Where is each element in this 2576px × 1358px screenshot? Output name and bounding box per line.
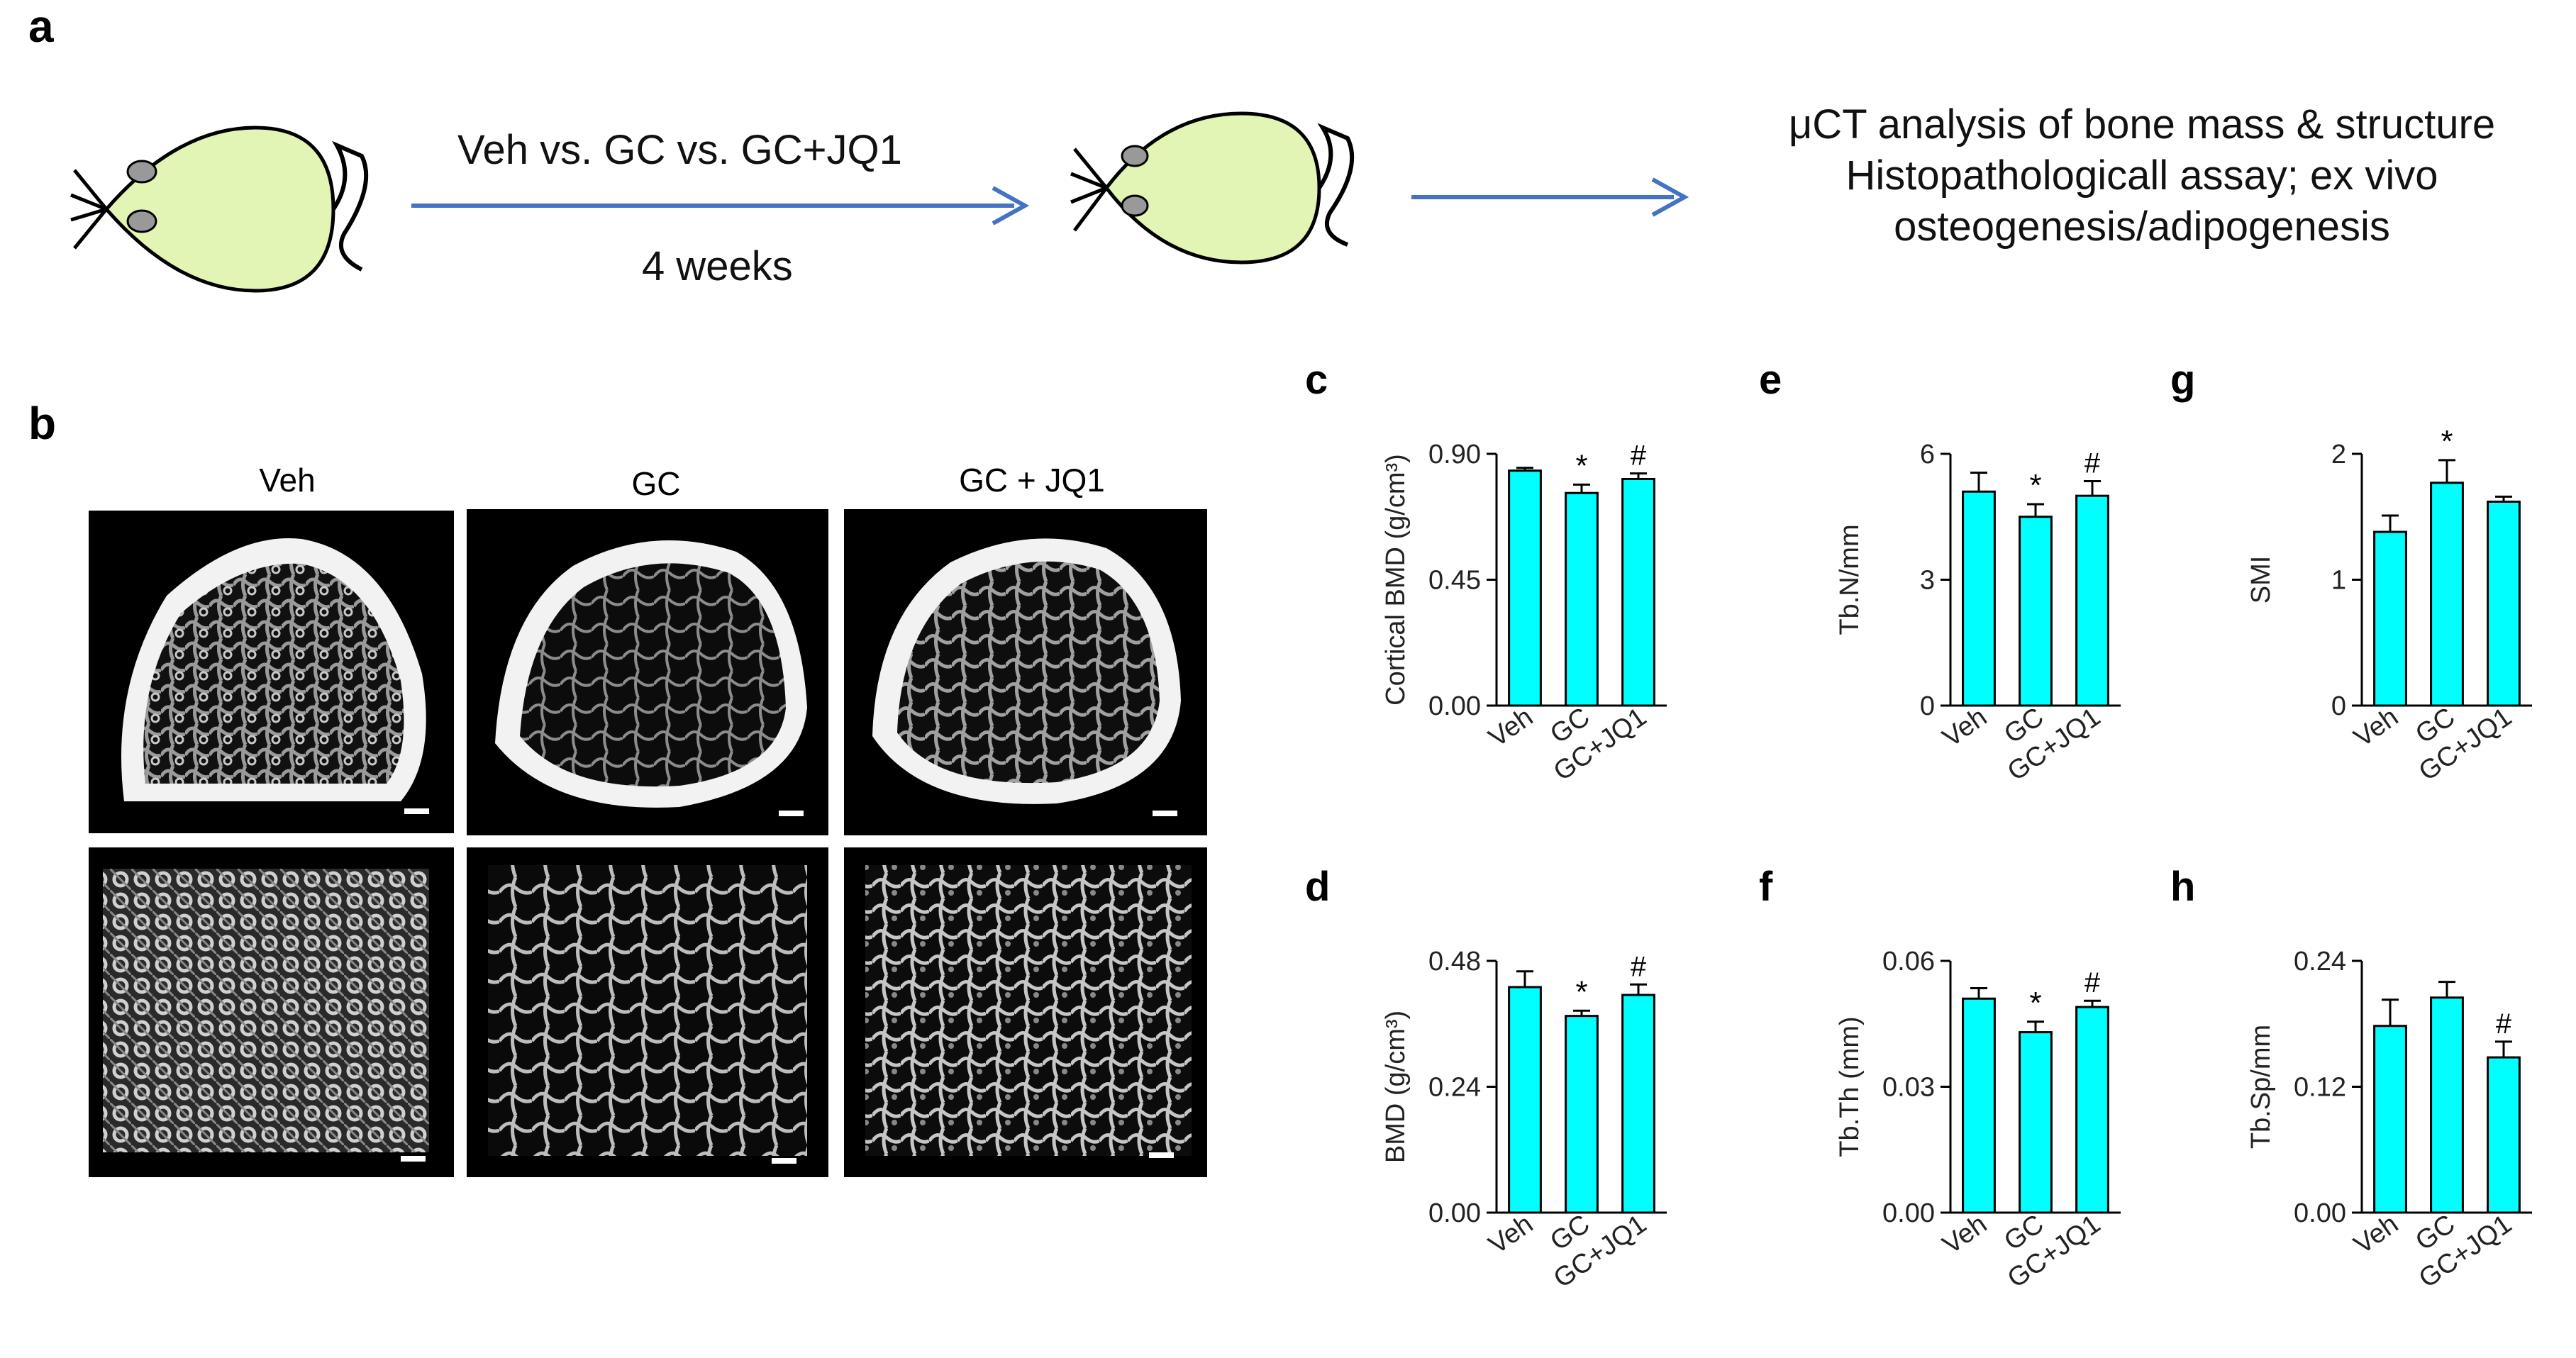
y-tick-label: 0 — [1920, 691, 1935, 721]
y-tick-label: 0.45 — [1428, 566, 1481, 596]
bar-veh — [2373, 530, 2407, 707]
bar-gc — [2019, 516, 2053, 707]
mouse-icon — [1070, 111, 1355, 265]
y-axis-label: BMD (g/cm³) — [1381, 1011, 1411, 1163]
y-tick-label: 6 — [1920, 440, 1935, 469]
y-tick-label: 0.06 — [1882, 947, 1935, 976]
outcome-text: μCT analysis of bone mass & structure Hi… — [1716, 99, 2567, 252]
microct-cross-section-gc-jq1 — [844, 509, 1207, 835]
treatment-label: Veh vs. GC vs. GC+JQ1 — [457, 127, 902, 173]
significance-mark: * — [2029, 986, 2041, 1020]
significance-mark: # — [1631, 951, 1647, 982]
bar-gc — [2019, 1031, 2053, 1214]
mouse-icon — [70, 126, 369, 293]
bar-veh — [2373, 1025, 2407, 1214]
panel-letter-h: h — [2170, 864, 2195, 910]
y-tick-label: 0.00 — [1428, 691, 1481, 721]
panel-letter-d: d — [1305, 864, 1330, 910]
panel-letter-b: b — [28, 398, 57, 449]
y-axis-label: SMI — [2246, 556, 2276, 604]
bar-veh — [1508, 986, 1542, 1214]
significance-mark: # — [2496, 1008, 2512, 1040]
bar-veh — [1962, 997, 1996, 1214]
x-tick-label: Veh — [1937, 1209, 1992, 1260]
outcome-line: Histopathologicall assay; ex vivo — [1845, 152, 2438, 199]
y-axis-label: Tb.N/mm — [1835, 524, 1865, 635]
y-tick-label: 0.24 — [1428, 1073, 1481, 1103]
bar-gc-jq1 — [2075, 494, 2109, 707]
panel-letter-f: f — [1759, 864, 1773, 910]
group-label-gc: GC — [631, 465, 681, 502]
bar-gc-jq1 — [2487, 1056, 2521, 1214]
significance-mark: # — [2084, 447, 2101, 479]
microct-longitudinal-gc-jq1 — [844, 847, 1207, 1177]
y-tick-label: 0.12 — [2294, 1073, 2346, 1103]
bar-gc — [2430, 996, 2464, 1214]
duration-label: 4 weeks — [642, 243, 793, 289]
bar-gc — [2430, 482, 2464, 707]
bar-gc-jq1 — [1621, 478, 1655, 707]
y-tick-label: 0.00 — [1882, 1198, 1935, 1228]
significance-mark: * — [2029, 468, 2041, 503]
significance-mark: * — [1575, 974, 1587, 1009]
microct-cross-section-veh — [89, 511, 454, 833]
y-axis-label: Tb.Sp/mm — [2246, 1025, 2276, 1149]
y-axis-label: Tb.Th (mm) — [1835, 1016, 1865, 1157]
significance-mark: # — [2084, 967, 2101, 998]
group-label-gc-jq1: GC + JQ1 — [959, 462, 1105, 499]
panel-letter-e: e — [1759, 357, 1782, 403]
x-tick-label: Veh — [1483, 1209, 1538, 1260]
significance-mark: # — [1631, 440, 1647, 472]
outcome-line: osteogenesis/adipogenesis — [1894, 204, 2390, 250]
panel-letter-a: a — [28, 1, 54, 52]
bar-gc-jq1 — [1621, 994, 1655, 1214]
x-tick-label: Veh — [2348, 702, 2404, 753]
outcome-line: μCT analysis of bone mass & structure — [1788, 101, 2496, 148]
y-tick-label: 1 — [2331, 566, 2346, 596]
significance-mark: * — [1575, 448, 1587, 483]
y-tick-label: 0.00 — [1428, 1198, 1481, 1228]
y-tick-label: 2 — [2331, 440, 2346, 469]
y-tick-label: 0.00 — [2294, 1198, 2346, 1228]
y-tick-label: 0.24 — [2294, 947, 2346, 976]
x-tick-label: Veh — [2348, 1209, 2404, 1260]
y-tick-label: 0 — [2331, 691, 2346, 721]
x-tick-label: Veh — [1937, 702, 1992, 753]
y-tick-label: 0.90 — [1428, 440, 1481, 469]
bar-gc-jq1 — [2075, 1006, 2109, 1214]
bar-veh — [1508, 469, 1542, 707]
significance-mark: * — [2441, 424, 2453, 459]
microct-cross-section-gc — [467, 509, 828, 835]
y-tick-label: 3 — [1920, 566, 1935, 596]
arrow-icon — [1411, 177, 1689, 217]
y-tick-label: 0.48 — [1428, 947, 1481, 976]
panel-letter-c: c — [1305, 357, 1328, 403]
y-axis-label: Cortical BMD (g/cm³) — [1381, 454, 1411, 706]
group-label-veh: Veh — [259, 462, 316, 499]
microct-longitudinal-veh — [89, 847, 454, 1177]
bar-gc — [1565, 491, 1599, 707]
y-tick-label: 0.03 — [1882, 1073, 1935, 1103]
panel-letter-g: g — [2170, 357, 2195, 403]
bar-veh — [1962, 490, 1996, 707]
bar-gc — [1565, 1015, 1599, 1214]
arrow-icon — [411, 186, 1030, 226]
bar-gc-jq1 — [2487, 500, 2521, 707]
microct-longitudinal-gc — [467, 847, 828, 1177]
schema-graphics — [70, 111, 1689, 293]
x-tick-label: Veh — [1483, 702, 1538, 753]
